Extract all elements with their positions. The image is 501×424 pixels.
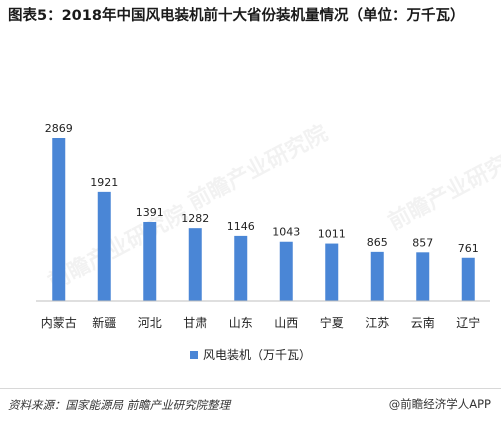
- bar-7: [325, 243, 339, 301]
- bar-10: [461, 257, 475, 301]
- bar-9: [416, 252, 430, 301]
- bar-chart: 2869 1921 1391 1282 1146 1043 1011 865 857 761 内蒙…: [36, 122, 490, 362]
- legend-swatch: [190, 351, 198, 359]
- category-label-5: 山东: [229, 316, 253, 330]
- value-label-3: 1391: [136, 206, 164, 219]
- bars-group: [52, 138, 475, 301]
- category-label-2: 新疆: [92, 315, 116, 330]
- value-label-9: 857: [412, 236, 433, 249]
- category-label-6: 山西: [274, 316, 298, 330]
- category-label-10: 辽宁: [456, 315, 480, 330]
- legend: 风电装机（万千瓦）: [190, 348, 311, 362]
- category-label-1: 内蒙古: [41, 315, 77, 330]
- brand-credit: @前瞻经济学人APP: [388, 397, 491, 411]
- value-label-7: 1011: [318, 228, 346, 241]
- category-label-8: 江苏: [365, 316, 389, 330]
- bar-4: [188, 228, 202, 301]
- bar-3: [143, 221, 157, 301]
- value-label-2: 1921: [90, 176, 118, 189]
- value-label-8: 865: [367, 236, 388, 249]
- value-labels-group: 2869 1921 1391 1282 1146 1043 1011 865 857 761: [45, 122, 479, 255]
- value-label-6: 1043: [272, 226, 300, 239]
- value-label-1: 2869: [45, 122, 73, 135]
- value-label-4: 1282: [181, 212, 209, 225]
- value-label-10: 761: [458, 242, 479, 255]
- category-label-3: 河北: [138, 316, 162, 330]
- bar-8: [370, 251, 384, 301]
- chart-title: 图表5：2018年中国风电装机前十大省份装机量情况（单位：万千瓦）: [8, 8, 465, 24]
- bar-2: [97, 191, 111, 301]
- source-note: 资料来源：国家能源局 前瞻产业研究院整理: [8, 398, 231, 412]
- value-label-5: 1146: [227, 220, 255, 233]
- footer-divider: [0, 388, 501, 389]
- category-label-4: 甘肃: [183, 316, 207, 330]
- legend-label: 风电装机（万千瓦）: [203, 348, 311, 362]
- bar-6: [279, 241, 293, 301]
- bar-1: [52, 138, 66, 301]
- category-labels-group: 内蒙古 新疆 河北 甘肃 山东 山西 宁夏 江苏 云南 辽宁: [41, 315, 481, 330]
- category-label-9: 云南: [411, 315, 435, 330]
- bar-5: [234, 235, 248, 301]
- category-label-7: 宁夏: [320, 315, 344, 330]
